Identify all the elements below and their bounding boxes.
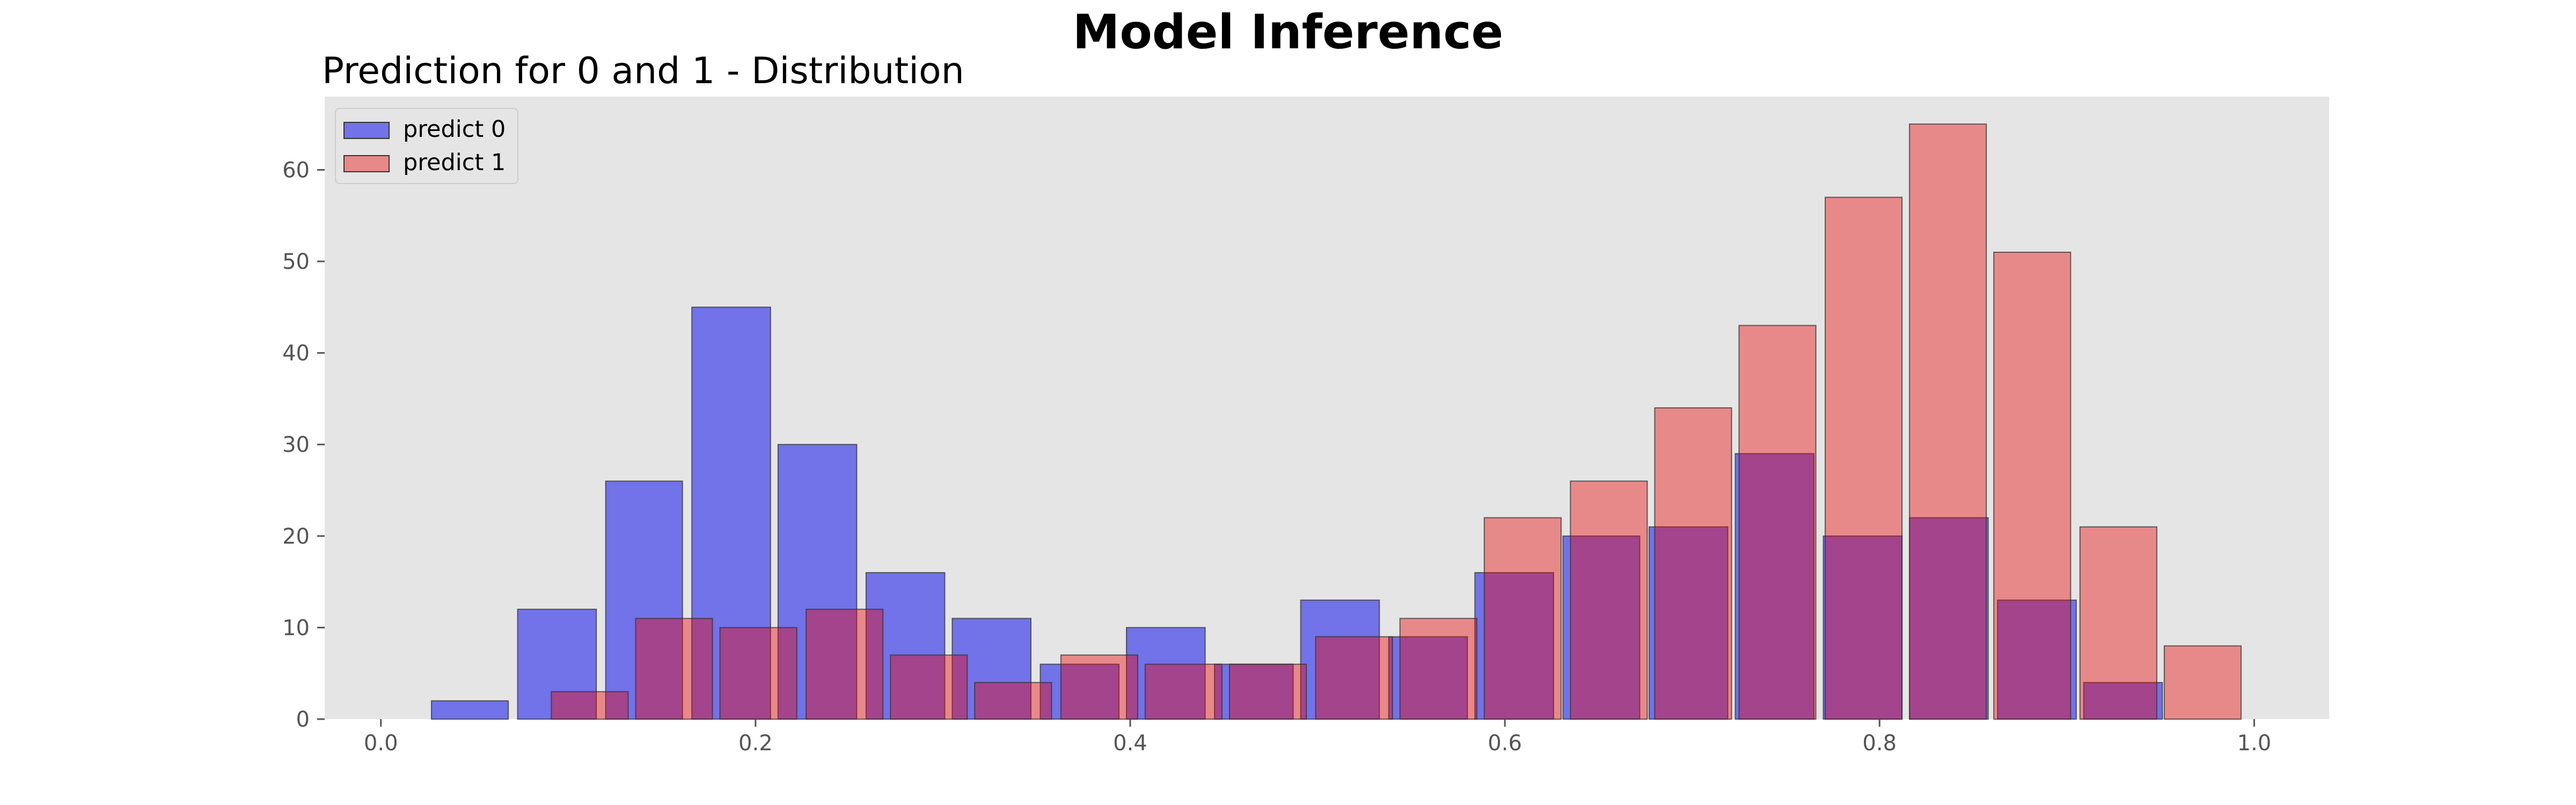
series-predict-1 — [551, 123, 2242, 720]
y-tick-label: 10 — [282, 616, 310, 640]
series-predict-0 — [430, 306, 2163, 720]
bar — [1738, 325, 1817, 720]
bar — [1654, 407, 1732, 720]
legend-label: predict 1 — [403, 149, 506, 176]
bar — [1315, 636, 1393, 720]
bar — [691, 306, 771, 720]
figure-suptitle: Model Inference — [1073, 4, 1503, 60]
bar — [890, 654, 968, 720]
bar — [1228, 663, 1307, 720]
x-axis: 0.0 0.2 0.4 0.6 0.8 1.0 — [364, 719, 2271, 756]
y-tick-label: 20 — [282, 524, 310, 549]
bar — [2163, 645, 2242, 720]
bar — [1993, 252, 2072, 720]
legend-swatch — [343, 155, 390, 172]
x-tick-label: 0.6 — [1488, 731, 1522, 756]
bar — [517, 609, 597, 720]
bar — [605, 480, 683, 720]
bar — [1735, 453, 1815, 720]
bar — [806, 609, 884, 720]
bar — [551, 691, 629, 720]
y-tick-label: 60 — [282, 158, 310, 182]
legend-swatch — [343, 122, 390, 139]
bar — [1483, 517, 1562, 720]
bar — [1562, 535, 1641, 720]
bar — [1570, 480, 1648, 720]
bar — [1997, 599, 2077, 720]
bar — [1040, 663, 1120, 720]
bar — [974, 682, 1052, 720]
legend-label: predict 0 — [403, 116, 506, 143]
y-axis: 0 10 20 30 40 50 60 — [282, 158, 325, 732]
y-tick-label: 40 — [282, 341, 310, 366]
bar — [430, 700, 509, 720]
bars-layer — [430, 123, 2242, 720]
bar — [1388, 636, 1468, 720]
bar — [1060, 654, 1138, 720]
bar — [1144, 663, 1223, 720]
bar — [719, 627, 797, 720]
bar — [2083, 682, 2163, 720]
y-tick-label: 30 — [282, 433, 310, 457]
x-tick-label: 0.8 — [1862, 731, 1897, 756]
bar — [952, 618, 1031, 720]
bar — [1126, 627, 1206, 720]
bar — [1823, 535, 1903, 720]
bar — [1825, 196, 1903, 720]
bar — [635, 618, 713, 720]
bar — [2079, 526, 2157, 720]
x-tick-label: 0.0 — [364, 731, 398, 756]
bar — [1474, 572, 1554, 720]
bar — [1399, 618, 1477, 720]
y-tick-label: 0 — [296, 707, 310, 732]
bar — [1909, 517, 1989, 720]
x-tick-label: 1.0 — [2237, 731, 2272, 756]
x-tick-label: 0.2 — [738, 731, 773, 756]
legend: predict 0 predict 1 — [335, 108, 518, 184]
chart-title: Prediction for 0 and 1 - Distribution — [322, 50, 964, 92]
y-tick-label: 50 — [282, 250, 310, 274]
x-tick-label: 0.4 — [1113, 731, 1147, 756]
bar — [1909, 123, 1987, 720]
bar — [1648, 526, 1729, 720]
